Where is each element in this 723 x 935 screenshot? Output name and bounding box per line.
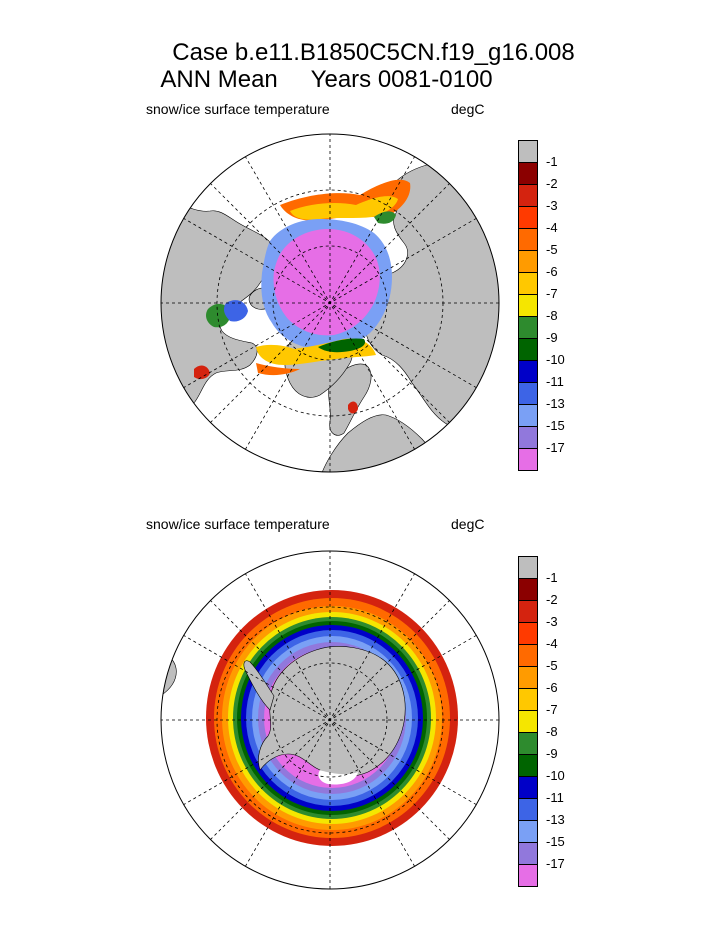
south-colorbar-tick-label: -2: [546, 592, 558, 607]
south-colorbar-swatch: [518, 600, 538, 623]
north-colorbar-swatch: [518, 448, 538, 471]
south-colorbar-tick-label: -17: [546, 856, 565, 871]
north-ice-core: [273, 229, 380, 336]
south-colorbar-tick-label: -10: [546, 768, 565, 783]
south-panel-variable-label: snow/ice surface temperature: [146, 516, 330, 532]
south-colorbar-swatch: [518, 578, 538, 601]
south-colorbar-tick-label: -15: [546, 834, 565, 849]
north-colorbar-swatch: [518, 338, 538, 361]
north-colorbar-swatch: [518, 294, 538, 317]
south-colorbar-tick-label: -8: [546, 724, 558, 739]
south-colorbar-tick-label: -11: [546, 790, 564, 805]
north-colorbar-tick-label: -3: [546, 198, 558, 213]
north-colorbar-swatch: [518, 250, 538, 273]
north-colorbar-swatch: [518, 316, 538, 339]
north-colorbar-swatch: [518, 404, 538, 427]
north-colorbar-tick-label: -2: [546, 176, 558, 191]
north-colorbar-tick-label: -6: [546, 264, 558, 279]
north-graticule: [161, 134, 499, 472]
north-panel-variable-label: snow/ice surface temperature: [146, 101, 330, 117]
south-colorbar-swatch: [518, 776, 538, 799]
north-colorbar-tick-label: -1: [546, 154, 558, 169]
north-colorbar-swatch: [518, 360, 538, 383]
north-ice-labrador-red: [194, 365, 210, 380]
north-colorbar-tick-label: -15: [546, 418, 565, 433]
south-colorbar-swatch: [518, 754, 538, 777]
north-colorbar-tick-label: -10: [546, 352, 565, 367]
north-ice-hudson-blue: [223, 300, 248, 322]
south-colorbar-tick-label: -1: [546, 570, 558, 585]
south-colorbar-swatch: [518, 820, 538, 843]
south-colorbar-swatch: [518, 842, 538, 865]
north-colorbar-swatch: [518, 140, 538, 163]
north-polar-map: [160, 133, 500, 473]
south-colorbar-tick-label: -5: [546, 658, 558, 673]
south-map-boundary: [160, 550, 500, 890]
south-colorbar-tick-label: -3: [546, 614, 558, 629]
south-colorbar-swatch: [518, 644, 538, 667]
south-colorbar-swatch: [518, 732, 538, 755]
north-ice-pacific-inner: [290, 196, 398, 220]
south-colorbar-swatch: [518, 622, 538, 645]
south-colorbar-tick-label: -13: [546, 812, 565, 827]
north-colorbar-swatch: [518, 272, 538, 295]
south-colorbar-swatch: [518, 710, 538, 733]
north-colorbar-swatch: [518, 206, 538, 229]
north-colorbar-tick-label: -17: [546, 440, 565, 455]
north-colorbar-tick-label: -7: [546, 286, 558, 301]
south-colorbar-swatch: [518, 666, 538, 689]
south-land-antarctic-peninsula: [243, 660, 275, 711]
north-colorbar-swatch: [518, 184, 538, 207]
north-colorbar-swatch: [518, 426, 538, 449]
south-colorbar-swatch: [518, 688, 538, 711]
figure-title-case: Case b.e11.B1850C5CN.f19_g16.008: [172, 39, 575, 66]
south-colorbar-swatch: [518, 556, 538, 579]
south-colorbar-tick-label: -9: [546, 746, 558, 761]
north-colorbar-swatch: [518, 228, 538, 251]
north-ice-atlantic-band-green: [318, 338, 366, 353]
south-polar-map: [160, 550, 500, 890]
north-colorbar-swatch: [518, 162, 538, 185]
north-colorbar-tick-label: -5: [546, 242, 558, 257]
north-ice-baltic-red: [348, 401, 358, 414]
north-colorbar-tick-label: -9: [546, 330, 558, 345]
south-ice-shelf-ross: [318, 770, 358, 785]
south-colorbar-tick-label: -4: [546, 636, 558, 651]
south-colorbar-tick-label: -7: [546, 702, 558, 717]
north-ice-green-band: [374, 211, 396, 224]
south-colorbar-tick-label: -6: [546, 680, 558, 695]
north-colorbar-tick-label: -8: [546, 308, 558, 323]
north-map-boundary: [160, 133, 500, 473]
south-colorbar-swatch: [518, 798, 538, 821]
north-colorbar-tick-label: -11: [546, 374, 564, 389]
north-colorbar-tick-label: -4: [546, 220, 558, 235]
north-colorbar-tick-label: -13: [546, 396, 565, 411]
north-panel-units-label: degC: [451, 101, 485, 117]
south-panel-units-label: degC: [451, 516, 485, 532]
south-colorbar-swatch: [518, 864, 538, 887]
figure-title-period: ANN Mean Years 0081-0100: [160, 66, 493, 93]
north-colorbar-swatch: [518, 382, 538, 405]
south-graticule: [161, 551, 499, 889]
